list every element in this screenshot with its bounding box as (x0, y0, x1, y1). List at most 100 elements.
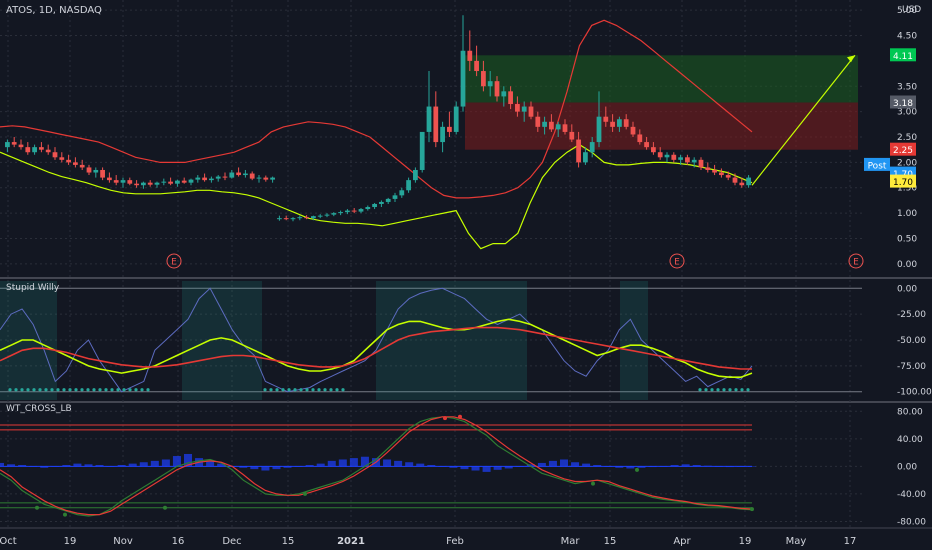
wt-histogram-bar (449, 466, 458, 468)
wt-histogram-bar (571, 462, 580, 467)
candle-body (379, 201, 384, 204)
oversold-dot (317, 388, 321, 392)
candle-body (467, 50, 473, 61)
earnings-label: E (853, 258, 859, 268)
wt-histogram-bar (659, 466, 668, 467)
oversold-dot (116, 388, 120, 392)
oversold-dot (26, 388, 30, 392)
oversold-dot (68, 388, 72, 392)
candle-body (528, 106, 534, 117)
candle-body (739, 182, 745, 186)
candle-body (447, 126, 452, 132)
candle-body (79, 164, 85, 168)
candle-body (385, 198, 391, 202)
wt-histogram-bar (117, 465, 126, 467)
candle-body (453, 106, 459, 132)
wt-histogram-bar (493, 466, 502, 470)
candle-body (685, 157, 690, 163)
candle-body (644, 142, 649, 148)
wt-histogram-bar (349, 458, 358, 467)
candle-body (195, 177, 201, 180)
wt-histogram-bar (736, 466, 745, 467)
candle-body (413, 169, 418, 181)
wt-histogram-bar (261, 466, 270, 471)
candle-body (589, 142, 595, 153)
wt-histogram-bar (394, 460, 403, 467)
oversold-dot (140, 388, 144, 392)
oversold-region (620, 281, 648, 400)
wt-histogram-bar (305, 465, 314, 467)
candle-body (494, 81, 500, 97)
candle-body (712, 169, 717, 173)
wt-histogram-bar (593, 465, 602, 467)
candle-body (617, 119, 622, 127)
oversold-dot (80, 388, 84, 392)
oversold-dot (746, 388, 750, 392)
oversold-dot (287, 388, 291, 392)
candle-body (651, 147, 656, 153)
wt-histogram-bar (327, 460, 336, 467)
oversold-dot (716, 388, 720, 392)
oversold-dot (734, 388, 738, 392)
candle-body (535, 116, 541, 127)
wt-histogram-bar (582, 463, 591, 467)
oversold-dot (263, 388, 267, 392)
candle-body (32, 147, 37, 153)
earnings-marker (669, 253, 685, 269)
wt-histogram-bar (239, 466, 248, 468)
wt-histogram-bar (615, 466, 624, 468)
wt-histogram-bar (416, 463, 425, 467)
oversold-dot (335, 388, 339, 392)
wt-histogram-bar (0, 462, 4, 467)
wt-histogram-bar (139, 462, 148, 467)
oversold-dot (98, 388, 102, 392)
x-tick-label: 15 (604, 536, 617, 547)
candle-body (562, 124, 568, 132)
candle-body (93, 169, 99, 173)
wt2-line (0, 416, 753, 516)
price-badge-label: Post (868, 161, 887, 171)
wt-cross-dot (35, 505, 39, 510)
earnings-marker (166, 253, 182, 269)
candle-body (283, 218, 289, 220)
wt-histogram-bar (515, 466, 524, 467)
x-tick-label: 2021 (337, 536, 365, 547)
candle-body (331, 213, 337, 215)
candle-body (630, 126, 636, 135)
wt-histogram-bar (272, 466, 281, 470)
candle-body (256, 177, 262, 179)
wt-tick-label: 80.00 (897, 407, 923, 417)
oversold-dot (146, 388, 150, 392)
candle-body (120, 180, 126, 183)
candle-body (372, 203, 377, 208)
candle-body (290, 218, 296, 220)
candle-body (345, 210, 350, 213)
oversold-dot (329, 388, 333, 392)
williams-fast-line (0, 318, 753, 378)
candle-body (555, 124, 561, 130)
price-tick-label: 5.00 (897, 6, 917, 16)
candle-body (66, 159, 71, 163)
candle-body (18, 144, 24, 148)
wt-histogram-bar (714, 466, 723, 467)
wt-histogram-bar (128, 463, 137, 467)
candle-body (637, 134, 643, 143)
candle-body (433, 106, 439, 143)
candle-body (311, 216, 316, 219)
candle-body (317, 215, 323, 217)
wt-histogram-bar (504, 466, 513, 469)
wt-histogram-bar (84, 464, 93, 467)
price-badge-label: 3.18 (893, 99, 913, 109)
oversold-dot (122, 388, 126, 392)
x-tick-label: Feb (446, 536, 464, 547)
candle-body (392, 195, 398, 199)
candle-body (691, 159, 697, 163)
projection-arrow (751, 54, 856, 186)
wt-histogram-bar (338, 459, 347, 467)
wt-histogram-bar (62, 465, 71, 467)
oversold-dot (134, 388, 138, 392)
oversold-dot (704, 388, 708, 392)
projection-arrowhead (847, 55, 855, 63)
oversold-dot (62, 388, 66, 392)
